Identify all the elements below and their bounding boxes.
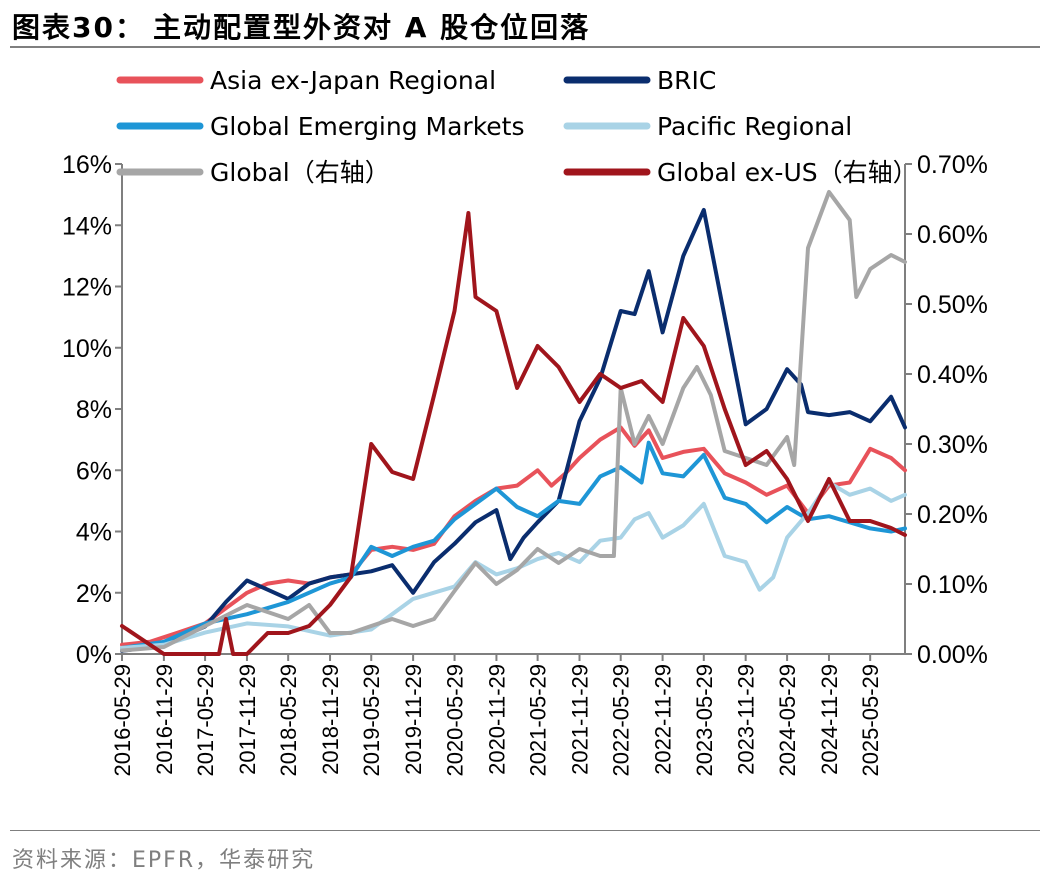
left-tick-label: 4% [76,519,112,547]
x-tick-label: 2021-05-29 [526,664,551,777]
x-tick-label: 2018-11-29 [318,664,343,775]
legend-label: Asia ex-Japan Regional [210,66,496,95]
title-rule [10,46,1040,48]
series-line [120,190,907,653]
legend-label: Global Emerging Markets [210,112,525,141]
x-tick-label: 2022-11-29 [651,664,676,775]
legend-label: Pacific Regional [657,112,852,141]
series-line [120,425,907,647]
right-tick-label: 0.70% [917,151,988,179]
right-tick-label: 0.30% [917,431,988,459]
legend-label: Global（右轴） [210,158,390,187]
right-tick-label: 0.60% [917,221,988,249]
x-tick-label: 2021-11-29 [568,664,593,775]
x-tick-label: 2019-11-29 [401,664,426,775]
legend-label: Global ex-US（右轴） [657,158,918,187]
left-tick-label: 6% [76,457,112,485]
x-tick-label: 2017-05-29 [193,664,218,777]
x-tick-label: 2019-05-29 [359,664,384,777]
x-tick-label: 2018-05-29 [276,664,301,777]
series-line [120,207,907,653]
x-tick-label: 2023-05-29 [692,664,717,777]
figure-title-text: 主动配置型外资对 A 股仓位回落 [152,11,591,44]
right-tick-label: 0.40% [917,361,988,389]
x-tick-label: 2023-11-29 [734,664,759,775]
left-tick-label: 12% [62,274,112,302]
x-tick-label: 2016-11-29 [152,664,177,775]
x-tick-label: 2024-11-29 [817,664,842,775]
series-line [120,211,907,656]
right-tick-label: 0.50% [917,291,988,319]
line-chart: 0% 2% 4% 6% 8% 10% 12% 14% 16% 0.00% 0.10% 0.20% 0.3… [62,66,988,777]
series-line [120,440,907,650]
left-tick-label: 0% [76,641,112,669]
right-tick-label: 0.20% [917,501,988,529]
x-tick-label: 2016-05-29 [110,664,135,777]
x-tick-label: 2017-11-29 [235,664,260,775]
left-tick-label: 16% [62,151,112,179]
x-tick-label: 2020-05-29 [443,664,468,777]
source-note: 资料来源：EPFR，华泰研究 [12,848,316,873]
figure-label: 图表30： [12,11,145,44]
left-tick-label: 8% [76,396,112,424]
legend-label: BRIC [657,66,716,95]
right-tick-label: 0.10% [917,571,988,599]
left-tick-label: 10% [62,335,112,363]
x-tick-label: 2020-11-29 [484,664,509,775]
source-rule [10,830,1040,831]
x-tick-label: 2024-05-29 [775,664,800,777]
left-tick-label: 14% [62,212,112,240]
left-tick-label: 2% [76,580,112,608]
x-tick-label: 2022-05-29 [609,664,634,777]
x-tick-label: 2025-05-29 [858,664,883,777]
figure-title: 图表30： 主动配置型外资对 A 股仓位回落 [12,6,590,46]
right-tick-label: 0.00% [917,641,988,669]
